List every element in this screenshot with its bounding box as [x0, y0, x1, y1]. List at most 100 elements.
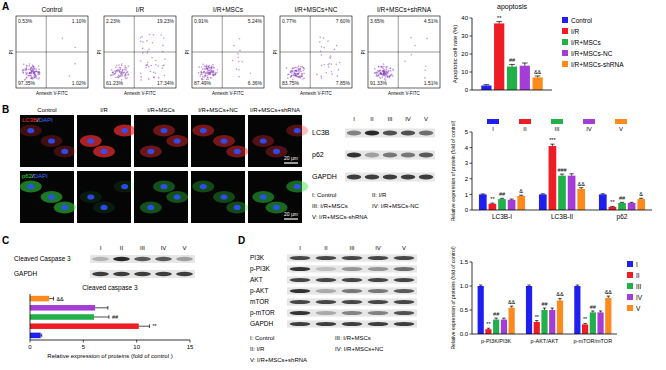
- flow-dot: [217, 69, 219, 71]
- flow-dot: [296, 75, 298, 77]
- image-column-title: Control: [37, 107, 56, 113]
- y-tick: [470, 132, 473, 133]
- nucleus: [161, 128, 168, 133]
- flow-dot: [383, 73, 385, 75]
- flow-dot: [211, 67, 213, 69]
- lane-label: I: [100, 245, 102, 251]
- nucleus: [273, 149, 280, 154]
- blot-row-label: mTOR: [250, 298, 269, 305]
- x-tick: [136, 340, 137, 343]
- cell-stain: [41, 191, 63, 203]
- flow-dot: [31, 77, 33, 79]
- bar: [509, 308, 515, 334]
- bar: [30, 323, 139, 329]
- flow-dot: [32, 66, 34, 68]
- flow-dot: [298, 74, 300, 76]
- flow-dot: [33, 72, 35, 74]
- x-tick: [190, 340, 191, 343]
- y-tick: [470, 18, 473, 19]
- flow-dot: [121, 65, 123, 67]
- bar: [520, 66, 530, 90]
- annotation: &&: [534, 69, 542, 75]
- flow-dot: [33, 66, 35, 68]
- flow-dot: [327, 40, 329, 42]
- flow-dot: [290, 71, 292, 73]
- flow-dot: [233, 45, 235, 47]
- blot-band: [419, 175, 433, 180]
- flow-dot: [390, 67, 392, 69]
- flow-dot: [300, 66, 302, 68]
- cell-stain: [213, 135, 235, 147]
- cell-stain: [80, 191, 102, 203]
- nucleus: [61, 149, 68, 154]
- flow-dot: [331, 73, 333, 75]
- flow-dot: [239, 38, 241, 40]
- error-bar: [509, 199, 513, 201]
- flow-dot: [294, 70, 296, 72]
- flow-dot: [323, 37, 325, 39]
- flow-dot: [389, 76, 391, 78]
- blot-band: [401, 131, 415, 136]
- flow-dot: [386, 74, 388, 76]
- micrograph: [134, 115, 188, 167]
- flow-dot: [118, 64, 120, 66]
- error-bar: [558, 298, 561, 300]
- flow-dot: [324, 64, 326, 66]
- scale-bar: [284, 218, 298, 219]
- flow-dot: [161, 67, 163, 69]
- flow-dot: [298, 66, 300, 68]
- flow-dot: [207, 72, 209, 74]
- flow-dot: [385, 73, 387, 75]
- flow-dot: [115, 77, 117, 79]
- blot-band: [342, 267, 363, 271]
- blot-key: V: I/R+MSCs-shRNA: [312, 214, 368, 220]
- flow-dot: [29, 75, 31, 77]
- flow-dot: [125, 73, 127, 75]
- blot-band: [155, 257, 172, 261]
- flow-dot: [211, 70, 213, 72]
- flow-dot: [237, 53, 239, 55]
- flow-dot: [152, 42, 154, 44]
- flow-dot: [238, 76, 240, 78]
- cell-stain: [54, 201, 76, 213]
- micrograph: [77, 115, 131, 167]
- flow-dot: [151, 57, 153, 59]
- bar: [577, 189, 585, 210]
- blot-band: [316, 300, 337, 304]
- annotation: **: [486, 321, 491, 327]
- blot-band: [368, 322, 389, 326]
- flow-dot: [33, 72, 35, 74]
- flow-dot: [31, 66, 33, 68]
- micrograph: [248, 115, 302, 167]
- flow-dot: [162, 45, 164, 47]
- bars: [30, 296, 149, 338]
- cell-stain: [41, 135, 63, 147]
- nucleus: [87, 194, 94, 199]
- blot-band: [342, 322, 363, 326]
- flow-dot: [147, 62, 149, 64]
- x-tick-label: 5: [82, 344, 86, 350]
- flow-dot: [209, 70, 211, 72]
- flow-dot: [296, 71, 298, 73]
- flow-x-label: Annexin V-FITC: [36, 91, 69, 96]
- cell-stain: [80, 135, 102, 147]
- quadrant-percent: 1.51%: [424, 80, 439, 86]
- panel-label: A: [2, 1, 9, 12]
- legend-label: I/R+MSCs-shRNA: [571, 61, 624, 68]
- micrograph: [20, 115, 74, 167]
- cell-stain: [213, 191, 235, 203]
- y-tick-label: 0.5: [460, 307, 469, 313]
- flow-dot: [380, 73, 382, 75]
- quadrant-percent: 61.23%: [106, 80, 124, 86]
- flow-dot: [164, 59, 166, 61]
- flow-frame: [280, 16, 352, 88]
- error-bar: [510, 306, 513, 307]
- bar: [494, 23, 504, 90]
- error-bar: [550, 144, 554, 146]
- blot-strip: [345, 129, 435, 138]
- flow-dot: [124, 75, 126, 77]
- flow-dot: [212, 64, 214, 66]
- flow-dot: [296, 67, 298, 69]
- blot-band: [394, 311, 415, 315]
- annotation: ##: [619, 195, 626, 201]
